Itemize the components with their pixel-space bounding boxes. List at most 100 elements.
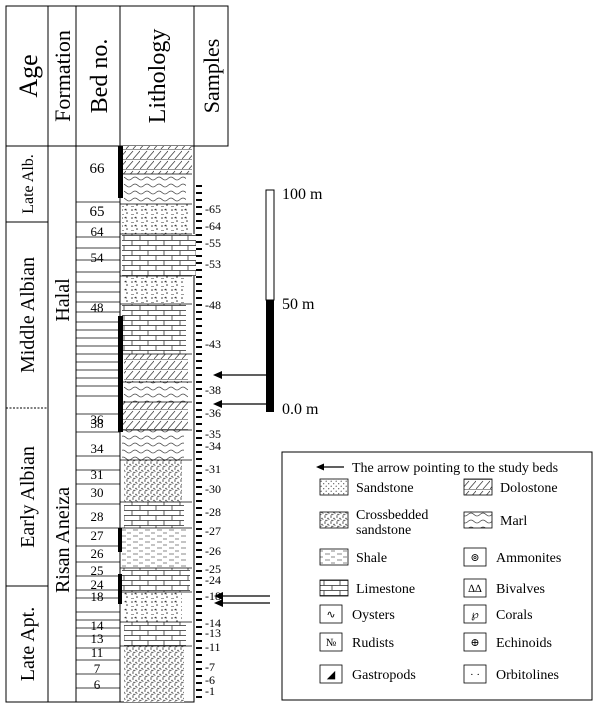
- bed-number-label: 54: [91, 250, 105, 265]
- arrow-study-bed: [214, 599, 270, 607]
- sample-label: -24: [205, 573, 221, 587]
- bed-number-label: 38: [91, 416, 104, 431]
- legend-item-label: Echinoids: [496, 636, 552, 651]
- ammonite-icon: [463, 547, 487, 567]
- header: Age Formation Bed no. Lithology Samples: [5, 5, 229, 147]
- header-lithology: Lithology: [145, 29, 171, 124]
- legend-item: Limestone: [319, 579, 415, 597]
- legend-item-label: sandstone: [356, 523, 411, 538]
- crossbedded-sandstone-pattern: [319, 511, 349, 529]
- sample-label: -35: [205, 427, 221, 441]
- sample-label: -31: [205, 462, 221, 476]
- legend-item: ℘ Corals: [463, 604, 533, 624]
- bed-number-label: 26: [91, 546, 105, 561]
- lithology-column: [118, 145, 196, 703]
- orbitoline-icon: [463, 664, 487, 684]
- orbitoline-icon-glyph: · ·: [470, 669, 480, 681]
- bed-number-label: 25: [91, 563, 104, 578]
- sample-label: -65: [205, 202, 221, 216]
- scale-bar: 100 m 50 m 0.0 m: [265, 186, 323, 418]
- header-bed-no: Bed no.: [87, 39, 113, 114]
- age-late-albian: Late Alb.: [20, 154, 37, 214]
- legend-item: ◢ Gastropods: [319, 664, 416, 684]
- legend-item-label: Sandstone: [356, 481, 414, 496]
- arrow-study-bed: [213, 400, 270, 408]
- sample-label: -64: [205, 219, 221, 233]
- scale-bottom-label: 0.0 m: [282, 401, 319, 418]
- sample-label: -28: [205, 505, 221, 519]
- bed-number-label: 13: [91, 631, 104, 646]
- sample-label: -6: [205, 673, 215, 687]
- legend-item-label: Gastropods: [352, 668, 416, 683]
- coral-icon-glyph: ℘: [471, 609, 479, 621]
- scale-mid-label: 50 m: [282, 296, 315, 313]
- bed-number-label: 66: [90, 161, 106, 177]
- bed-number-label: 31: [91, 467, 104, 482]
- legend-item-label: Marl: [500, 514, 527, 529]
- legend-item: ⊕ Echinoids: [463, 632, 552, 652]
- legend-item: Shale: [319, 548, 387, 566]
- legend-item: ∿ Oysters: [319, 604, 395, 624]
- legend-item-label: Corals: [496, 608, 533, 623]
- marl-pattern: [463, 511, 493, 529]
- legend-item-label: Bivalves: [496, 582, 545, 597]
- legend-arrow-icon: [316, 463, 344, 471]
- header-samples: Samples: [199, 39, 224, 114]
- age-middle-albian: Middle Albian: [17, 257, 39, 373]
- legend-item-label: Dolostone: [500, 481, 558, 496]
- legend-item-label: Limestone: [356, 582, 415, 597]
- legend-item: ∆∆ Bivalves: [463, 578, 545, 598]
- limestone-pattern: [319, 579, 349, 597]
- legend-item: Sandstone: [319, 478, 414, 496]
- rudist-icon-glyph: №: [326, 637, 337, 649]
- bed-number-label: 18: [91, 589, 104, 604]
- study-bed-arrows: [213, 371, 270, 607]
- age-early-albian: Early Albian: [17, 446, 39, 548]
- oyster-icon-glyph: ∿: [326, 609, 335, 621]
- rudist-icon: [319, 632, 343, 652]
- bivalve-icon: [463, 578, 487, 598]
- gastropod-icon-glyph: ◢: [327, 669, 336, 681]
- bed-number-label: 6: [94, 677, 101, 692]
- samples-column: [196, 185, 202, 698]
- legend-item-label: Oysters: [352, 608, 395, 623]
- bed-number-label: 36: [91, 412, 105, 427]
- bed-number-label: 64: [91, 224, 105, 239]
- sample-label: -13: [205, 626, 221, 640]
- echinoid-icon: [463, 632, 487, 652]
- legend-item: № Rudists: [319, 632, 394, 652]
- formation-risan-aneiza: Risan Aneiza: [52, 487, 74, 593]
- legend-title: The arrow pointing to the study beds: [352, 461, 558, 476]
- sample-label: -43: [205, 337, 221, 351]
- sample-label: -1: [205, 684, 215, 698]
- arrow-study-bed: [213, 371, 270, 379]
- sample-label: -36: [205, 406, 221, 420]
- oyster-icon: [319, 604, 343, 624]
- shale-pattern: [319, 548, 349, 566]
- legend-item-label: Rudists: [352, 636, 394, 651]
- sample-label: -27: [205, 524, 221, 538]
- sample-label: -53: [205, 257, 221, 271]
- bed-number-label: 11: [91, 645, 104, 660]
- bed-number-label: 48: [91, 300, 104, 315]
- sandstone-pattern: [319, 478, 349, 496]
- legend-item: · · Orbitolines: [463, 664, 559, 684]
- bed-number-label: 28: [91, 509, 104, 524]
- sample-label: -18: [205, 589, 221, 603]
- sample-label: -34: [205, 439, 221, 453]
- legend: The arrow pointing to the study beds San…: [281, 451, 593, 701]
- bed-number-label: 14: [91, 618, 105, 633]
- bed-number-label: 30: [91, 485, 104, 500]
- legend-item-label: Crossbedded: [356, 508, 428, 523]
- age-late-aptian: Late Apt.: [17, 607, 39, 681]
- sample-label: -55: [205, 236, 221, 250]
- sample-label: -14: [205, 616, 221, 630]
- coral-icon: [463, 604, 487, 624]
- header-age: Age: [14, 54, 43, 97]
- legend-item: Marl: [463, 511, 527, 529]
- sample-label: -48: [205, 298, 221, 312]
- arrow-study-bed: [214, 592, 270, 600]
